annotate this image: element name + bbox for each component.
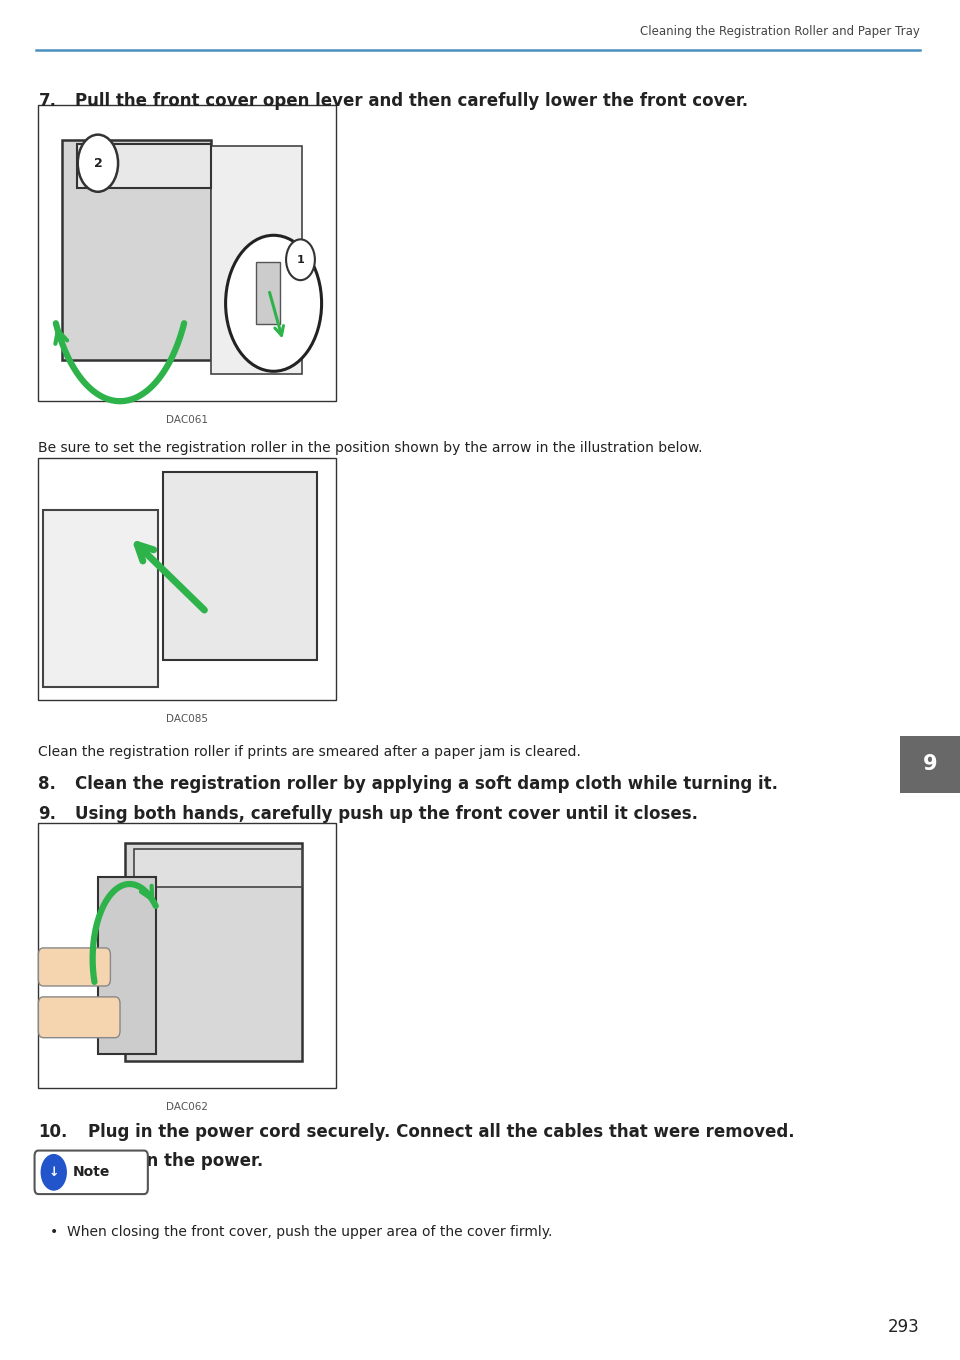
FancyBboxPatch shape bbox=[38, 948, 110, 986]
Text: Be sure to set the registration roller in the position shown by the arrow in the: Be sure to set the registration roller i… bbox=[38, 441, 703, 454]
Bar bbox=[38, 105, 336, 401]
FancyBboxPatch shape bbox=[134, 849, 302, 887]
Text: Clean the registration roller if prints are smeared after a paper jam is cleared: Clean the registration roller if prints … bbox=[38, 745, 581, 759]
Text: 10.: 10. bbox=[38, 1123, 68, 1141]
Text: ↓: ↓ bbox=[49, 1166, 59, 1179]
Text: Cleaning the Registration Roller and Paper Tray: Cleaning the Registration Roller and Pap… bbox=[639, 24, 920, 38]
Text: DAC062: DAC062 bbox=[166, 1102, 208, 1111]
Text: DAC085: DAC085 bbox=[166, 714, 208, 724]
Text: 9: 9 bbox=[923, 755, 938, 774]
Text: Clean the registration roller by applying a soft damp cloth while turning it.: Clean the registration roller by applyin… bbox=[75, 775, 778, 793]
Text: 293: 293 bbox=[888, 1318, 920, 1336]
FancyBboxPatch shape bbox=[125, 843, 302, 1061]
Text: Using both hands, carefully push up the front cover until it closes.: Using both hands, carefully push up the … bbox=[75, 805, 698, 823]
Circle shape bbox=[286, 239, 315, 280]
FancyBboxPatch shape bbox=[38, 997, 120, 1038]
Circle shape bbox=[78, 135, 118, 192]
Text: 11.: 11. bbox=[38, 1152, 68, 1170]
Circle shape bbox=[226, 235, 322, 371]
Circle shape bbox=[41, 1155, 66, 1190]
Bar bbox=[900, 736, 960, 793]
Text: 9.: 9. bbox=[38, 805, 57, 823]
FancyBboxPatch shape bbox=[43, 510, 158, 687]
Text: DAC061: DAC061 bbox=[166, 415, 208, 424]
FancyBboxPatch shape bbox=[62, 140, 211, 360]
Text: Pull the front cover open lever and then carefully lower the front cover.: Pull the front cover open lever and then… bbox=[75, 92, 748, 110]
Text: When closing the front cover, push the upper area of the cover firmly.: When closing the front cover, push the u… bbox=[67, 1225, 553, 1239]
Text: 2: 2 bbox=[93, 156, 103, 170]
FancyBboxPatch shape bbox=[35, 1151, 148, 1194]
FancyBboxPatch shape bbox=[77, 144, 211, 188]
Text: Plug in the power cord securely. Connect all the cables that were removed.: Plug in the power cord securely. Connect… bbox=[88, 1123, 795, 1141]
Text: 8.: 8. bbox=[38, 775, 57, 793]
Text: Note: Note bbox=[73, 1166, 110, 1179]
Text: Turn on the power.: Turn on the power. bbox=[88, 1152, 264, 1170]
Text: 7.: 7. bbox=[38, 92, 57, 110]
FancyBboxPatch shape bbox=[211, 146, 302, 374]
Bar bbox=[38, 458, 336, 700]
Text: •: • bbox=[50, 1225, 59, 1239]
Bar bbox=[38, 823, 336, 1088]
FancyBboxPatch shape bbox=[163, 472, 317, 660]
Text: 1: 1 bbox=[297, 254, 304, 265]
FancyBboxPatch shape bbox=[256, 262, 280, 324]
FancyBboxPatch shape bbox=[98, 877, 156, 1054]
